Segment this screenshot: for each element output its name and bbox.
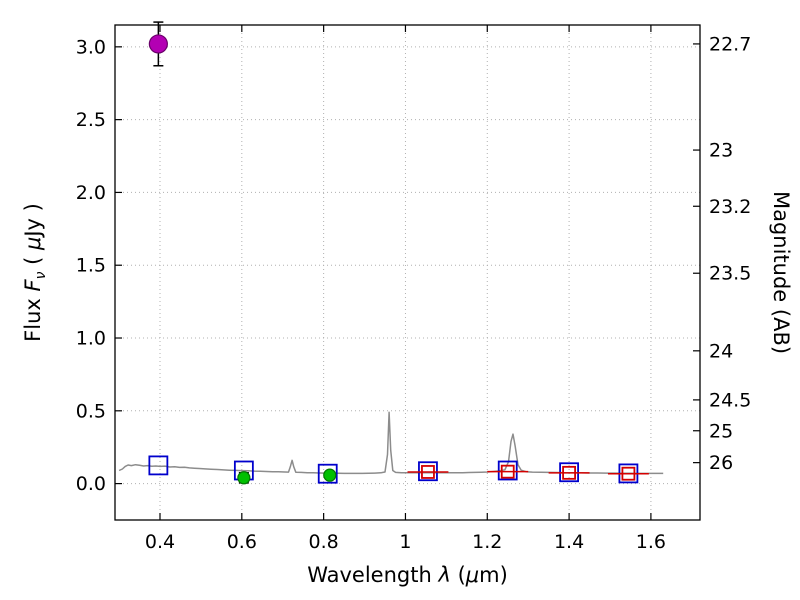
- x-axis-label: Wavelength λ (μm): [307, 563, 508, 587]
- y-tick-label-right: 24: [709, 340, 733, 362]
- series-observed-optical-points: [237, 468, 337, 485]
- y-tick-label-right: 26: [709, 452, 733, 474]
- series-observed-ir-squares: [407, 464, 649, 481]
- x-tick-label: 1.4: [554, 531, 584, 553]
- square-marker: [148, 455, 169, 476]
- square-marker: [500, 464, 515, 479]
- y-tick-label-left: 1.0: [76, 328, 106, 350]
- y-tick-label-right: 23.5: [709, 263, 751, 285]
- y-tick-label-left: 1.5: [76, 255, 106, 277]
- y-tick-label-left: 0.0: [76, 473, 106, 495]
- square-marker: [621, 466, 636, 481]
- series-model-spectrum: [118, 411, 664, 475]
- x-tick-label: 0.8: [309, 531, 339, 553]
- square-marker: [562, 465, 576, 480]
- y-tick-label-left: 2.5: [76, 109, 106, 131]
- series-uband-detection-point: [148, 21, 168, 67]
- y-tick-label-right: 24.5: [709, 389, 751, 411]
- gridlines: [115, 25, 700, 520]
- tick-labels: 0.4 0.6 0.8 1 1.2 1.4 1.6 0.0 0.5 1.0 1.5 2.0 2.5 3.0…: [76, 33, 752, 553]
- square-marker: [421, 465, 435, 479]
- axis-ticks: [115, 25, 700, 520]
- y-tick-label-right: 23: [709, 140, 733, 162]
- y-axis-label-right: Magnitude (AB): [769, 191, 793, 354]
- square-marker: [497, 460, 518, 481]
- y-tick-label-left: 2.0: [76, 182, 106, 204]
- y-axis-label-left: Flux Fν ( μJy ): [21, 203, 49, 342]
- x-tick-label: 1.6: [636, 531, 666, 553]
- y-tick-label-right: 23.2: [709, 196, 751, 218]
- x-tick-label: 1.2: [472, 531, 502, 553]
- spectrum-line: [118, 411, 664, 475]
- circle-marker: [237, 471, 251, 485]
- square-marker: [317, 463, 338, 484]
- y-tick-label-left: 0.5: [76, 400, 106, 422]
- circle-marker: [323, 468, 337, 482]
- axis-frame: [114, 24, 701, 521]
- y-tick-label-right: 25: [709, 420, 733, 442]
- y-tick-label-right: 22.7: [709, 33, 751, 55]
- x-tick-label: 0.6: [227, 531, 257, 553]
- circle-marker: [148, 34, 168, 54]
- y-tick-label-left: 3.0: [76, 36, 106, 58]
- x-tick-label: 0.4: [145, 531, 175, 553]
- x-tick-label: 1: [399, 531, 411, 553]
